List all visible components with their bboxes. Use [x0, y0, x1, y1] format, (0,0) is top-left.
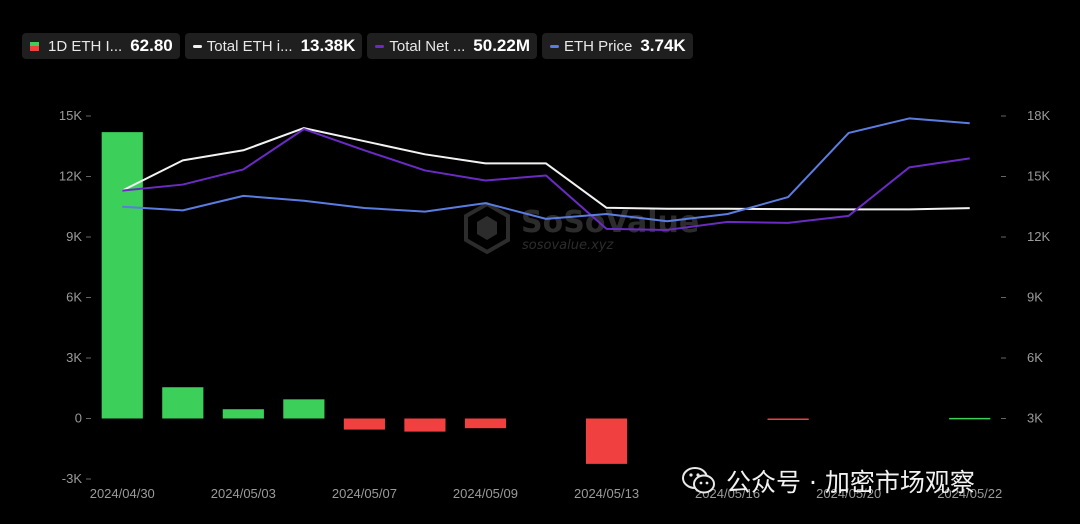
left-tick-label: 0 [75, 411, 82, 426]
x-tick-label: 2024/05/20 [816, 486, 881, 501]
line-series-1[interactable] [121, 127, 970, 211]
bar[interactable] [767, 418, 809, 421]
wechat-watermark: 公众号 · 加密市场观察 [682, 463, 975, 499]
legend-line-swatch [192, 44, 202, 48]
right-tick-label: 6K [1027, 350, 1043, 365]
left-axis: 15K 12K 9K 6K 3K 0 -3K [59, 108, 91, 486]
wechat-text: 公众号 · 加密市场观察 [726, 468, 975, 497]
x-tick-label: 2024/05/09 [453, 486, 518, 501]
left-tick-label: -3K [62, 471, 83, 486]
sosovalue-watermark: SoSoValue sosovalue.xyz [464, 201, 699, 255]
bar[interactable] [283, 399, 325, 419]
x-tick-label: 2024/05/03 [211, 486, 276, 501]
right-tick-label: 9K [1027, 290, 1043, 305]
x-axis: 2024/04/30 2024/05/03 2024/05/07 2024/05/09… [90, 486, 1003, 501]
legend-value: 13.38K [300, 36, 356, 55]
bar[interactable] [585, 418, 628, 464]
legend-value: 62.80 [130, 36, 173, 55]
right-tick-label: 3K [1027, 411, 1043, 426]
legend-item-total-eth[interactable]: Total ETH i... 13.38K [184, 33, 363, 59]
bar[interactable] [949, 417, 991, 420]
bar[interactable] [343, 418, 385, 430]
right-tick-label: 18K [1027, 108, 1050, 123]
left-tick-label: 12K [59, 169, 82, 184]
left-tick-label: 6K [66, 290, 82, 305]
bar[interactable] [162, 387, 204, 419]
legend-label: Total Net ... [389, 37, 466, 55]
bar[interactable] [222, 409, 264, 419]
sosovalue-logo-icon [464, 201, 510, 255]
legend-item-1d-eth-inflow[interactable]: 1D ETH I... 62.80 [22, 33, 180, 59]
left-tick-label: 9K [66, 229, 82, 244]
legend: 1D ETH I... 62.80 Total ETH i... 13.38K … [22, 33, 693, 59]
wechat-icon [682, 466, 716, 496]
legend-bar-swatch [30, 41, 39, 51]
legend-line-swatch [375, 44, 385, 48]
legend-label: 1D ETH I... [48, 37, 123, 55]
line-series [121, 117, 970, 231]
line-series-3[interactable] [122, 117, 970, 223]
legend-line-swatch [550, 44, 559, 48]
bar[interactable] [404, 418, 446, 432]
right-axis: 18K 15K 12K 9K 6K 3K [1001, 108, 1050, 426]
bar-series [101, 132, 991, 464]
legend-label: ETH Price [564, 37, 633, 55]
legend-value: 3.74K [640, 36, 686, 55]
line-series-2[interactable] [122, 128, 970, 231]
legend-label: Total ETH i... [206, 37, 293, 55]
legend-item-eth-price[interactable]: ETH Price 3.74K [542, 33, 693, 59]
x-tick-label: 2024/04/30 [90, 486, 155, 501]
x-tick-label: 2024/05/22 [937, 486, 1002, 501]
right-tick-label: 15K [1027, 169, 1050, 184]
x-tick-label: 2024/05/13 [574, 486, 639, 501]
bar[interactable] [101, 132, 143, 419]
right-tick-label: 12K [1027, 229, 1050, 244]
watermark-brand: SoSoValue [521, 205, 699, 240]
legend-item-total-net[interactable]: Total Net ... 50.22M [367, 33, 537, 59]
legend-value: 50.22M [473, 36, 530, 55]
left-tick-label: 15K [59, 108, 82, 123]
x-tick-label: 2024/05/07 [332, 486, 397, 501]
bar[interactable] [464, 418, 507, 429]
left-tick-label: 3K [66, 350, 82, 365]
watermark-url: sosovalue.xyz [522, 238, 614, 253]
